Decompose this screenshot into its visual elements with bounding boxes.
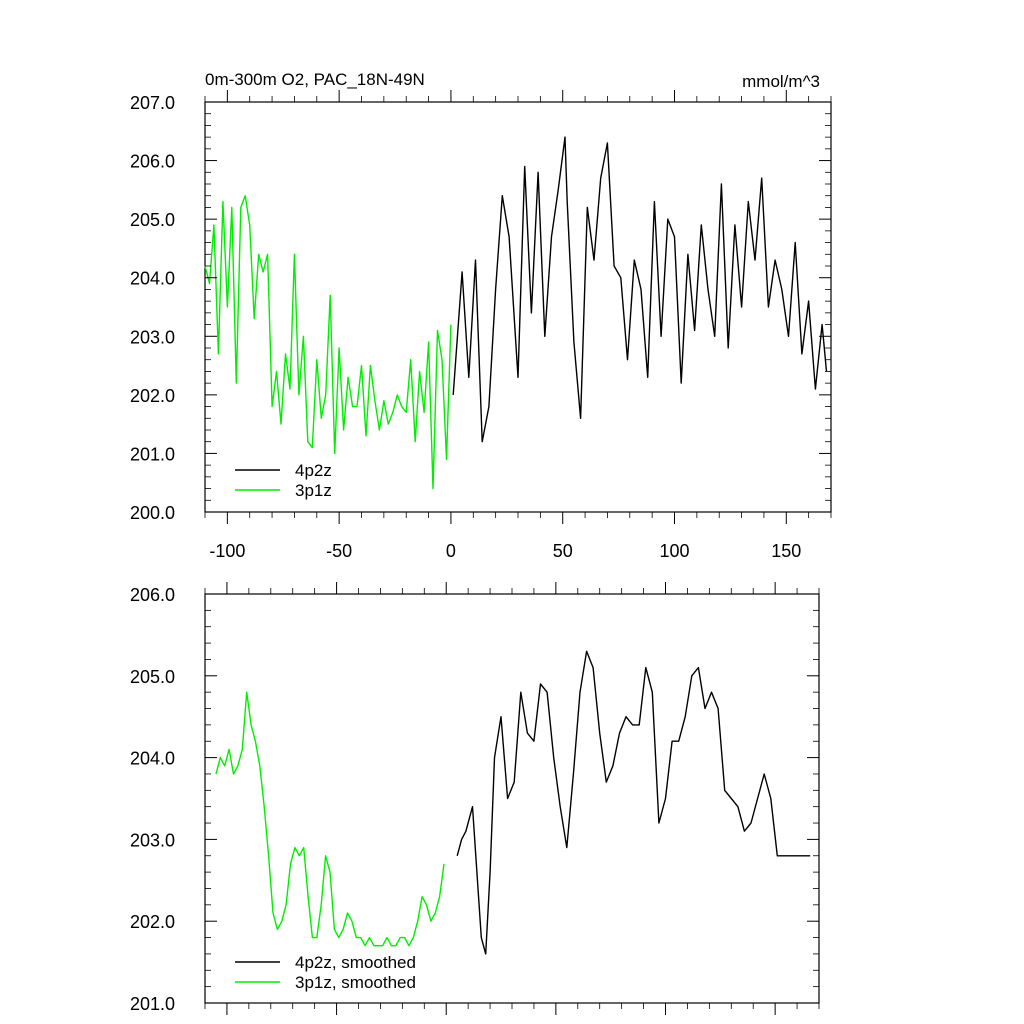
y-tick-label: 206.0 — [130, 585, 175, 605]
y-tick-label: 202.0 — [130, 386, 175, 406]
y-tick-label: 205.0 — [130, 667, 175, 687]
y-tick-label: 203.0 — [130, 327, 175, 347]
y-tick-label: 202.0 — [130, 912, 175, 932]
y-axis-bottom: 201.0 202.0 203.0 204.0 205.0 206.0 — [130, 585, 819, 1014]
legend-label-4p2z: 4p2z — [295, 461, 332, 480]
y-axis-top: 200.0 201.0 202.0 203.0 204.0 205.0 206.0 207.0 — [130, 93, 831, 523]
legend-label-4p2z-smoothed: 4p2z, smoothed — [295, 953, 416, 972]
y-tick-label: 201.0 — [130, 444, 175, 464]
legend-label-3p1z: 3p1z — [295, 481, 332, 500]
y-tick-label: 200.0 — [130, 503, 175, 523]
legend-bottom: 4p2z, smoothed 3p1z, smoothed — [235, 953, 416, 992]
chart-title: 0m-300m O2, PAC_18N-49N — [205, 70, 425, 89]
x-tick-label: 50 — [553, 541, 573, 561]
y-tick-label: 201.0 — [130, 994, 175, 1014]
series-line-3p1z — [204, 194, 452, 490]
x-tick-label: 100 — [659, 541, 689, 561]
series-line-4p2z — [452, 136, 828, 443]
x-tick-label: 150 — [771, 541, 801, 561]
y-tick-label: 203.0 — [130, 830, 175, 850]
y-tick-label: 204.0 — [130, 749, 175, 769]
plot-frame — [204, 101, 832, 513]
series-line-3p1z-smoothed — [215, 691, 445, 947]
panel-top: 0m-300m O2, PAC_18N-49N mmol/m^3 200.020… — [130, 70, 832, 561]
x-tick-label: -50 — [326, 541, 352, 561]
y-tick-label: 204.0 — [130, 269, 175, 289]
x-axis-bottom — [204, 582, 820, 1015]
series-line-4p2z-smoothed — [456, 650, 811, 955]
plot-area-bottom — [204, 593, 820, 1004]
units-label: mmol/m^3 — [742, 72, 820, 91]
legend-label-3p1z-smoothed: 3p1z, smoothed — [295, 973, 416, 992]
legend-top: 4p2z 3p1z — [235, 461, 332, 500]
panel-bottom: 201.0 202.0 203.0 204.0 205.0 206.0 4p2z, smo… — [130, 582, 820, 1015]
x-axis-top: -100 -50 0 50 100 150 — [204, 90, 832, 561]
x-tick-label: 0 — [446, 541, 456, 561]
y-tick-label: 206.0 — [130, 152, 175, 172]
y-tick-label: 205.0 — [130, 210, 175, 230]
x-tick-label: -100 — [209, 541, 245, 561]
plot-area-top — [204, 101, 832, 513]
y-tick-label: 207.0 — [130, 93, 175, 113]
plot-frame — [204, 593, 820, 1004]
